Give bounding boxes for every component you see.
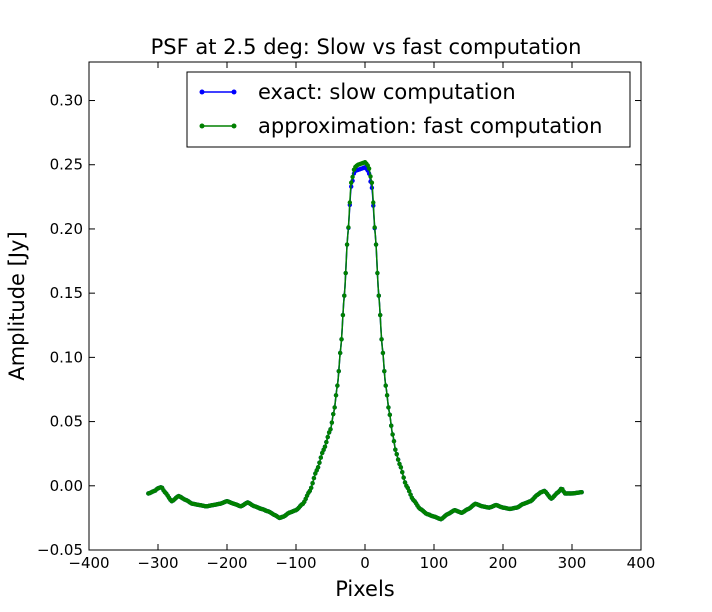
plot-area	[146, 159, 584, 522]
data-point	[324, 439, 329, 445]
data-point	[391, 438, 397, 444]
data-point	[375, 270, 380, 276]
x-tick-label: 200	[489, 554, 518, 572]
data-point	[318, 455, 324, 460]
data-point	[579, 490, 584, 495]
data-point	[398, 465, 404, 470]
data-point	[382, 368, 387, 374]
legend-label-approximation: approximation: fast computation	[258, 114, 602, 138]
y-tick-label: 0.15	[50, 284, 83, 302]
data-point	[337, 350, 343, 356]
series-approximation	[146, 159, 584, 522]
x-tick-label: 0	[360, 554, 370, 572]
series-line	[148, 161, 582, 520]
series-exact	[146, 165, 584, 522]
data-point	[331, 411, 336, 417]
data-point	[335, 383, 340, 388]
legend-marker-exact	[199, 89, 205, 95]
data-point	[400, 469, 405, 475]
legend-label-exact: exact: slow computation	[258, 80, 516, 104]
data-point	[311, 475, 317, 481]
data-point	[347, 200, 353, 205]
x-axis: −400 −300 −200 −100 0 100 200 300 400	[68, 62, 655, 572]
data-point	[377, 312, 383, 318]
data-point	[390, 432, 395, 437]
data-point	[339, 337, 344, 342]
data-point	[343, 270, 348, 276]
x-tick-label: −100	[275, 554, 316, 572]
x-tick-label: 400	[627, 554, 656, 572]
data-point	[395, 457, 401, 462]
data-point	[366, 166, 372, 171]
data-point	[393, 447, 398, 452]
data-point	[394, 451, 399, 457]
x-tick-label: −200	[206, 554, 247, 572]
data-point	[340, 312, 346, 318]
data-point	[328, 427, 333, 432]
data-point	[397, 461, 402, 467]
data-point	[383, 383, 388, 388]
data-point	[333, 393, 339, 398]
data-point	[336, 368, 341, 374]
data-point	[317, 460, 322, 465]
data-point	[387, 412, 393, 418]
x-axis-label: Pixels	[335, 577, 395, 601]
y-tick-label: 0.20	[50, 220, 83, 238]
y-tick-label: 0.25	[50, 156, 83, 174]
y-tick-label: 0.30	[50, 92, 83, 110]
data-point	[329, 420, 335, 425]
data-point	[342, 293, 347, 298]
data-point	[373, 242, 379, 247]
legend-marker-approximation	[199, 123, 205, 129]
y-tick-label: 0.05	[50, 413, 83, 431]
data-point	[371, 200, 376, 205]
data-point	[315, 465, 321, 470]
x-tick-label: 100	[420, 554, 449, 572]
data-point	[325, 434, 330, 440]
data-point	[310, 481, 315, 486]
data-point	[384, 393, 390, 398]
y-tick-label: 0.10	[50, 348, 83, 366]
data-point	[380, 350, 386, 356]
legend-box	[186, 71, 631, 148]
data-point	[401, 475, 406, 480]
legend-marker-exact	[231, 89, 237, 95]
data-point	[369, 180, 375, 185]
x-tick-label: −300	[137, 554, 178, 572]
series-line	[148, 166, 582, 520]
y-tick-label: 0.00	[50, 477, 83, 495]
data-point	[402, 480, 408, 485]
data-point	[308, 485, 314, 490]
data-point	[368, 174, 373, 179]
y-axis-label: Amplitude [Jy]	[5, 231, 29, 380]
data-point	[344, 242, 350, 247]
data-point	[372, 225, 377, 230]
legend: exact: slow computation approximation: f…	[186, 71, 631, 148]
data-point	[332, 405, 337, 410]
y-axis: −0.05 0.00 0.05 0.10 0.15 0.20 0.25 0.30	[37, 92, 641, 559]
data-point	[322, 444, 328, 449]
data-point	[349, 180, 354, 185]
data-point	[350, 174, 355, 180]
data-point	[389, 423, 394, 428]
chart-title: PSF at 2.5 deg: Slow vs fast computation	[151, 35, 582, 59]
data-point	[346, 225, 351, 230]
legend-marker-approximation	[231, 123, 237, 129]
x-tick-label: −400	[68, 554, 109, 572]
x-tick-label: 300	[558, 554, 587, 572]
data-point	[379, 337, 384, 342]
y-tick-label: −0.05	[37, 541, 83, 559]
data-point	[406, 488, 412, 494]
data-point	[376, 293, 381, 298]
data-point	[386, 405, 391, 410]
